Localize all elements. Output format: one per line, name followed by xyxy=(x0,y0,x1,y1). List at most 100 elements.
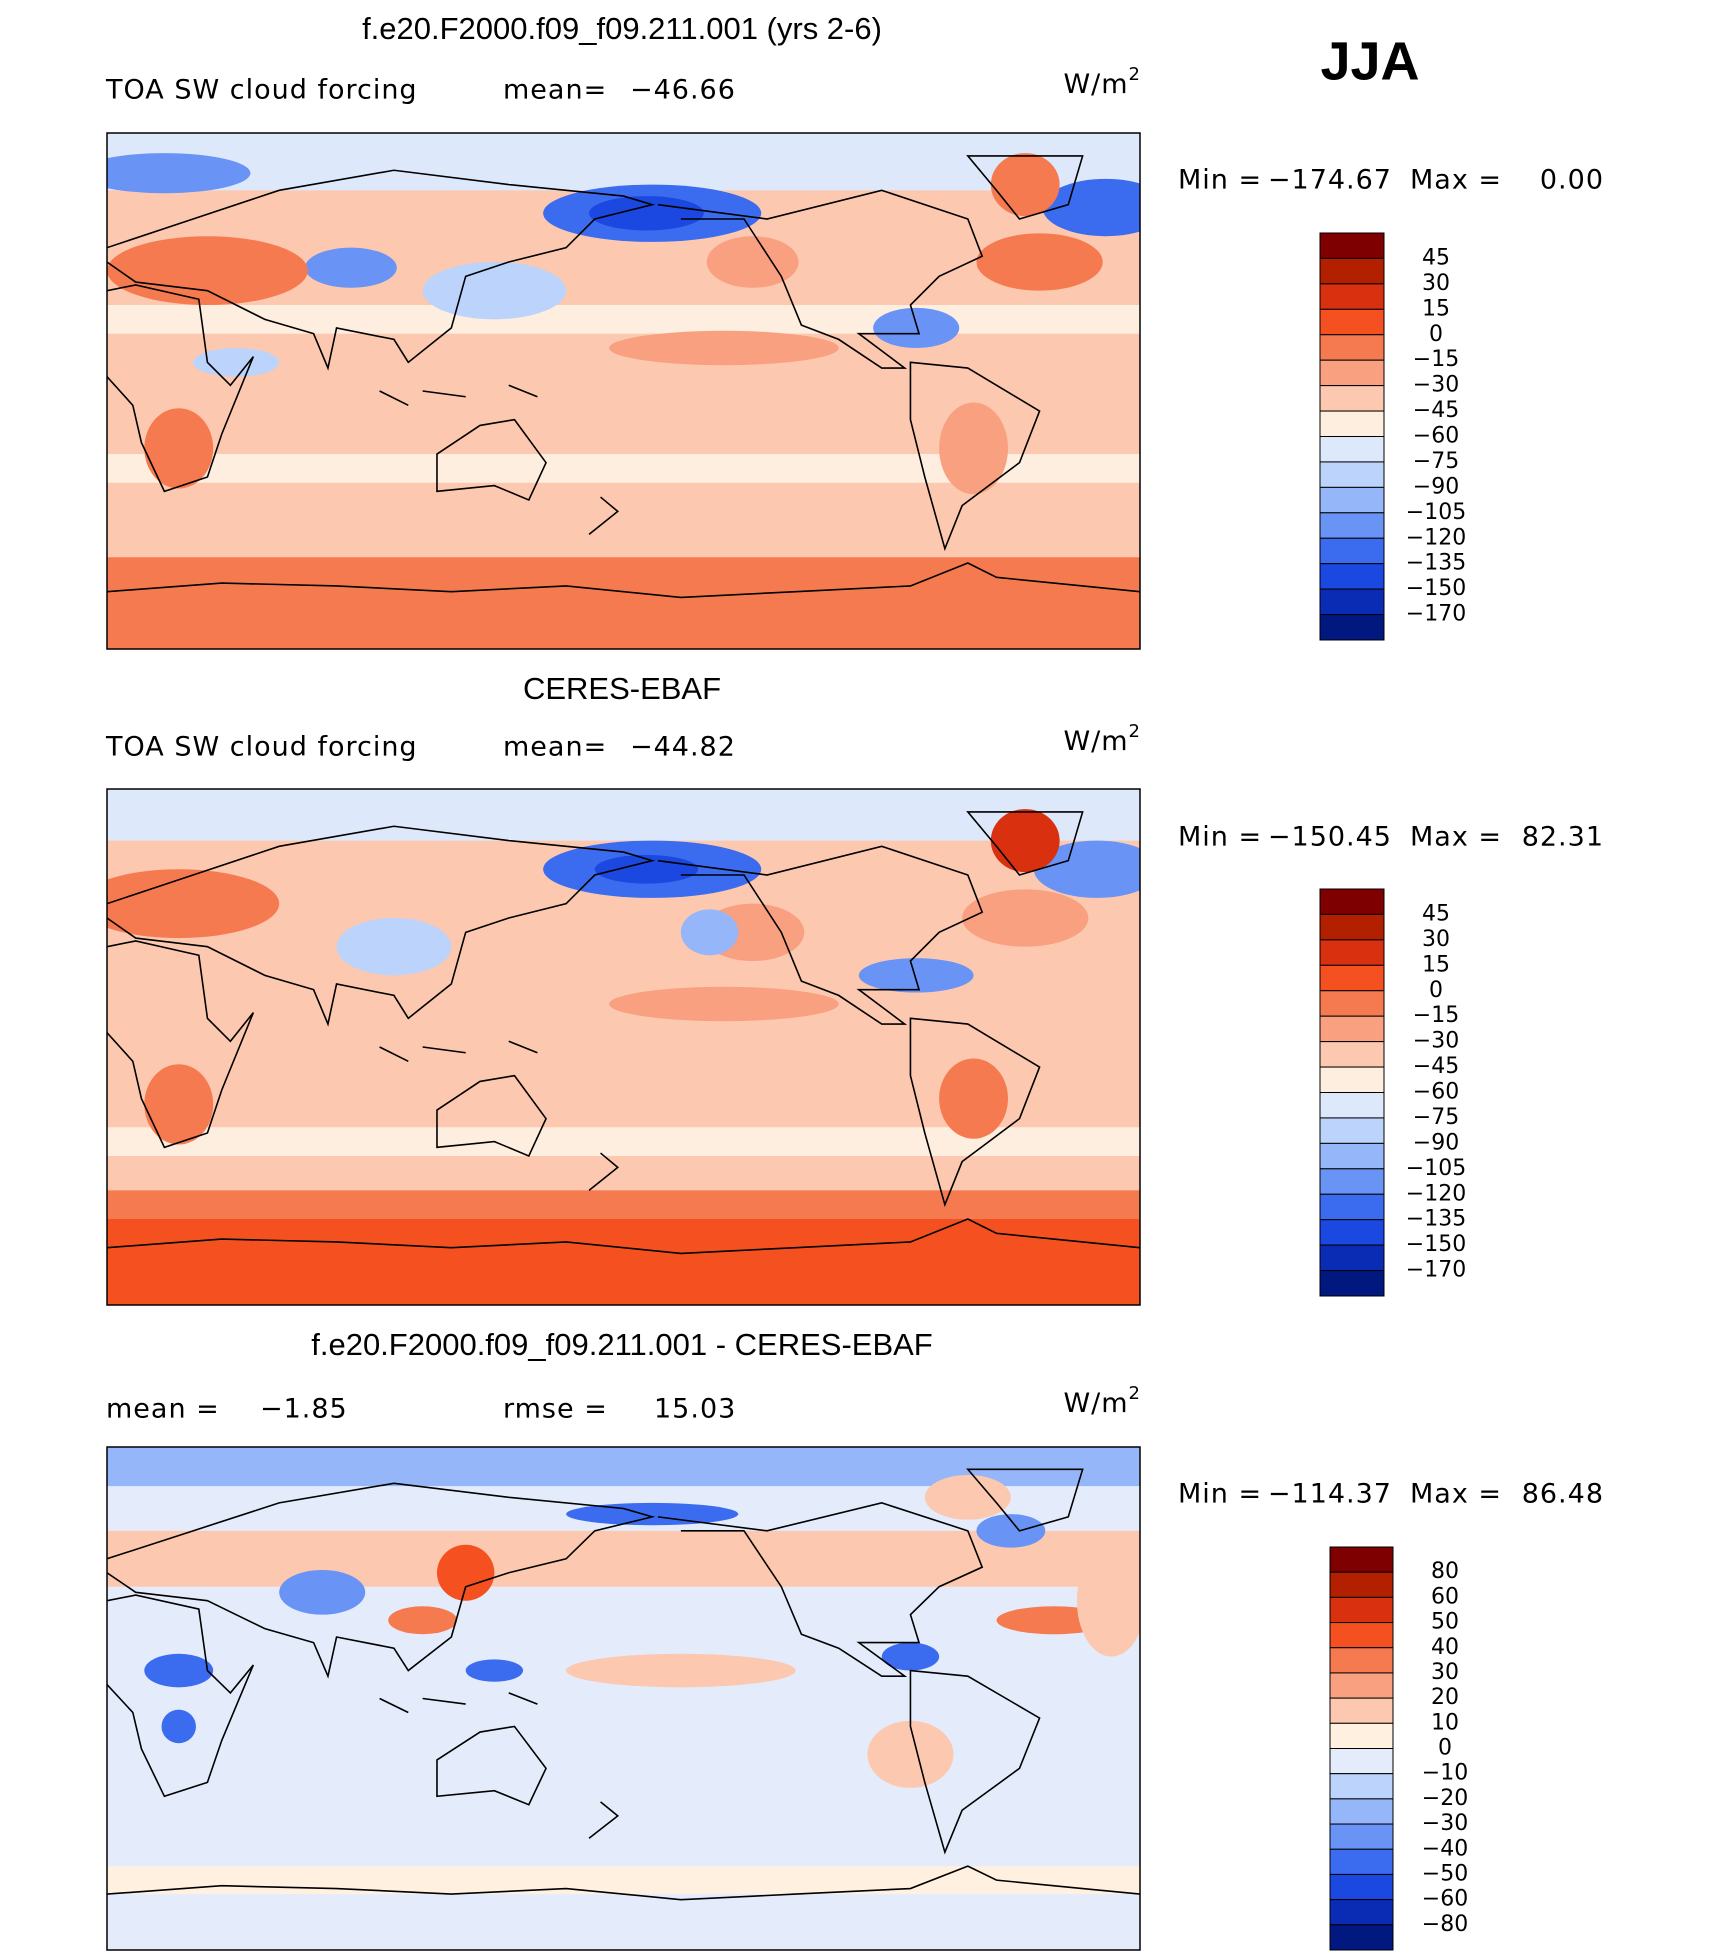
field-blob xyxy=(976,1514,1046,1548)
colorbar-box xyxy=(1319,964,1385,992)
field-blob xyxy=(589,196,704,231)
colorbar-box xyxy=(1319,537,1385,565)
field-blob xyxy=(566,1653,796,1688)
max-value: 0.00 xyxy=(1540,165,1604,196)
field-blob xyxy=(976,233,1103,291)
stat-value: −44.82 xyxy=(630,732,736,763)
colorbar-box xyxy=(1329,1596,1394,1624)
stat-label: mean= xyxy=(503,75,607,106)
field-blob xyxy=(706,236,799,288)
colorbar-box xyxy=(1319,1142,1385,1170)
colorbar-box xyxy=(1319,1168,1385,1195)
coastline xyxy=(380,1041,538,1061)
colorbar-box xyxy=(1319,939,1385,966)
map-frame xyxy=(106,132,1141,650)
units-base: W/m xyxy=(1063,1388,1128,1419)
min-label: Min = xyxy=(1178,822,1262,853)
colorbar-box xyxy=(1329,1899,1394,1926)
field-band xyxy=(107,1219,1140,1305)
field-blob xyxy=(336,918,452,976)
min-value: −114.37 xyxy=(1268,1479,1392,1510)
map xyxy=(107,789,1140,1305)
colorbar-label: −50 xyxy=(1422,1861,1468,1886)
colorbar-box xyxy=(1329,1571,1394,1598)
field-blob xyxy=(939,1058,1009,1139)
field-blob xyxy=(144,408,214,489)
colorbar-label: −90 xyxy=(1413,474,1459,499)
coastline xyxy=(437,420,546,500)
colorbar-label: 30 xyxy=(1422,271,1450,296)
field-blob xyxy=(279,1569,366,1615)
colorbar-box xyxy=(1319,990,1385,1017)
coastline xyxy=(658,190,982,368)
coastline xyxy=(107,826,652,1024)
colorbar-label: −60 xyxy=(1413,1080,1459,1105)
colorbar-label: 45 xyxy=(1422,901,1450,926)
field-blob xyxy=(436,1544,495,1601)
colorbar-label: 0 xyxy=(1438,1736,1452,1761)
coastline xyxy=(107,1219,1140,1253)
field-blob xyxy=(858,958,974,993)
colorbar-label: −90 xyxy=(1413,1130,1459,1155)
colorbar-box xyxy=(1319,410,1385,437)
coastline xyxy=(968,1469,1083,1530)
colorbar-label: 20 xyxy=(1431,1685,1459,1710)
colorbar-box xyxy=(1319,1066,1385,1093)
units-exponent: 2 xyxy=(1129,721,1141,742)
units: W/m2 xyxy=(1063,1383,1141,1419)
coastline xyxy=(437,1726,546,1804)
colorbar-label: 60 xyxy=(1431,1584,1459,1609)
colorbar-label: −150 xyxy=(1406,1232,1466,1257)
coastline xyxy=(658,1503,982,1676)
map xyxy=(107,133,1140,649)
colorbar-box xyxy=(1319,1270,1385,1297)
colorbar-box xyxy=(1329,1622,1394,1649)
coastline xyxy=(107,563,1140,597)
field-band xyxy=(107,789,1140,841)
colorbar-label: 0 xyxy=(1429,978,1443,1003)
units-base: W/m xyxy=(1063,69,1128,100)
colorbar-box xyxy=(1319,385,1385,412)
colorbar-box xyxy=(1319,232,1385,259)
colorbar-box xyxy=(1319,1219,1385,1246)
colorbar-label: 30 xyxy=(1431,1660,1459,1685)
stat-label: rmse = xyxy=(503,1394,608,1425)
colorbar-box xyxy=(1319,436,1385,463)
colorbar-label: 15 xyxy=(1422,952,1450,977)
colorbar-label: −45 xyxy=(1413,398,1459,423)
colorbar-box xyxy=(1319,1244,1385,1272)
colorbar-box xyxy=(1319,1193,1385,1221)
field-blob xyxy=(962,889,1089,947)
field-blob xyxy=(1042,178,1140,237)
units: W/m2 xyxy=(1063,721,1141,757)
field-blob xyxy=(939,402,1009,495)
colorbar-label: 30 xyxy=(1422,927,1450,952)
colorbar-box xyxy=(1329,1798,1394,1825)
colorbar-label: −150 xyxy=(1406,576,1466,601)
colorbar-box xyxy=(1319,283,1385,310)
left-value: −1.85 xyxy=(260,1394,348,1425)
panel-title: f.e20.F2000.f09_f09.211.001 (yrs 2-6) xyxy=(362,11,882,46)
max-value: 86.48 xyxy=(1522,1479,1604,1510)
field-band xyxy=(107,1190,1140,1219)
colorbar-box xyxy=(1319,913,1385,941)
field-blob xyxy=(609,986,839,1022)
colorbar-label: −45 xyxy=(1413,1054,1459,1079)
map-frame xyxy=(106,788,1141,1306)
units-exponent: 2 xyxy=(1129,64,1141,85)
field-blob xyxy=(107,869,280,939)
colorbar-label: −170 xyxy=(1406,1258,1466,1283)
field-blob xyxy=(304,247,397,288)
field-blob xyxy=(161,1709,196,1744)
field-blob xyxy=(144,1653,214,1688)
units-base: W/m xyxy=(1063,726,1128,757)
colorbar-label: −80 xyxy=(1422,1912,1468,1937)
field-blob xyxy=(144,1064,214,1145)
colorbar-label: −30 xyxy=(1413,373,1459,398)
colorbar-label: 40 xyxy=(1431,1635,1459,1660)
field-blob xyxy=(990,809,1060,873)
field-blob xyxy=(388,1606,458,1635)
colorbar-label: −105 xyxy=(1406,500,1466,525)
units: W/m2 xyxy=(1063,64,1141,100)
colorbar-box xyxy=(1319,461,1385,488)
